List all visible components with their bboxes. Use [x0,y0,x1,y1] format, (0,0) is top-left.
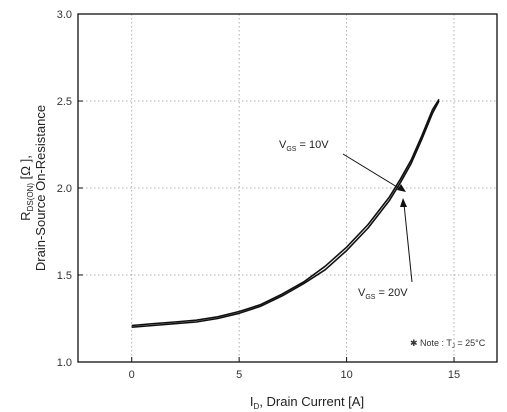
x-tick-label-10: 10 [340,369,352,381]
x-axis-title: ID, Drain Current [A] [250,394,364,411]
y-axis-title-line1: RDS(ON) [Ω ], [18,155,35,221]
x-axis-title-text: , Drain Current [A] [259,394,364,409]
x-axis-ticks: 0 5 10 15 [129,357,460,381]
x-axis-title-subscript: D [254,402,260,411]
series-line-vgs-10v [131,100,440,328]
grid-lines [78,14,497,362]
annotation-vgs-10v-subscript: GS [286,146,296,153]
temperature-note-text: ✱ Note : T [410,338,452,348]
y-axis-ticks: 1.0 1.5 2.0 2.5 3.0 [57,9,83,369]
annotation-vgs-10v: VGS = 10V [279,139,329,153]
series-line-vgs-20v [131,98,440,327]
annotation-vgs-20v-arrowhead [400,198,407,207]
y-axis-title: RDS(ON) [Ω ], Drain-Source On-Resistance [18,105,48,271]
annotation-vgs-10v-arrow-line [342,153,403,191]
x-axis-title-symbol: I [250,394,254,409]
annotation-vgs-20v: VGS = 20V [358,287,408,301]
y-axis-title-line2: Drain-Source On-Resistance [33,105,48,271]
x-tick-label-5: 5 [236,369,242,381]
annotation-vgs-20v-arrow-line [403,203,413,283]
y-tick-label-1.0: 1.0 [57,357,72,369]
annotation-vgs-20v-value: = 20V [375,287,408,299]
y-tick-label-2.0: 2.0 [57,183,72,195]
temperature-note-value: = 25°C [455,338,486,348]
y-axis-title-subscript: DS(ON) [26,183,35,212]
temperature-note-subscript: J [452,344,455,350]
x-tick-label-0: 0 [129,369,135,381]
temperature-note: ✱ Note : TJ = 25°C [410,338,486,350]
annotation-vgs-20v-subscript: GS [365,294,375,301]
y-tick-label-1.5: 1.5 [57,270,72,282]
annotation-vgs-20v-symbol: V [358,287,366,299]
annotation-vgs-10v-symbol: V [279,139,287,151]
y-axis-title-symbol: R [18,211,33,220]
x-tick-label-15: 15 [448,369,460,381]
series-lines [131,98,440,328]
annotation-vgs-10v-value: = 10V [296,139,329,151]
y-tick-label-3.0: 3.0 [57,9,72,21]
annotation-vgs-10v-arrowhead [397,184,406,192]
y-axis-title-unit: [Ω ], [18,155,33,183]
y-tick-label-2.5: 2.5 [57,96,72,108]
